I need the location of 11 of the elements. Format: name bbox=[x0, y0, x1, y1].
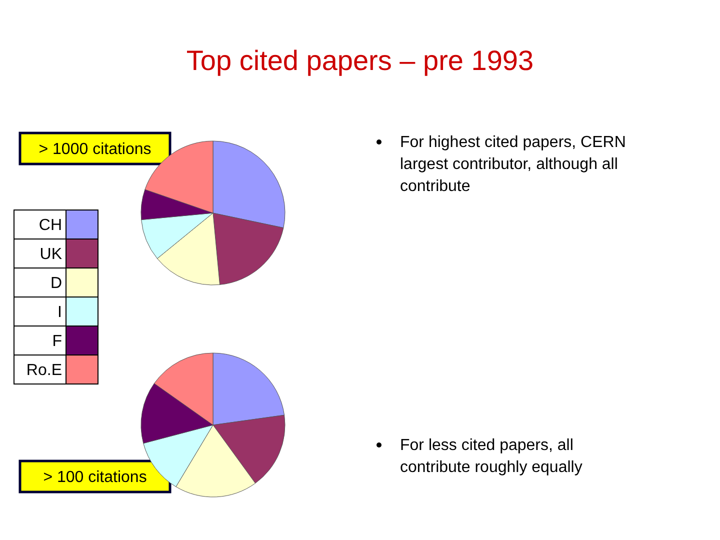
text: For less cited papers, all contribute roughly equally bbox=[400, 437, 582, 476]
text: Top cited papers – pre 1993 bbox=[186, 45, 534, 76]
text: > 100 citations bbox=[43, 469, 147, 486]
legend-label: UK bbox=[40, 246, 62, 263]
text: For highest cited papers, CERN largest contributor, although all contribute bbox=[400, 134, 626, 195]
legend-label: D bbox=[50, 275, 62, 292]
legend-label: Ro.E bbox=[26, 362, 62, 379]
legend-label: I bbox=[58, 304, 62, 321]
legend-label: F bbox=[52, 333, 62, 350]
legend-label: CH bbox=[38, 217, 62, 234]
chart-subtitle: > 1000 citations bbox=[38, 141, 152, 158]
